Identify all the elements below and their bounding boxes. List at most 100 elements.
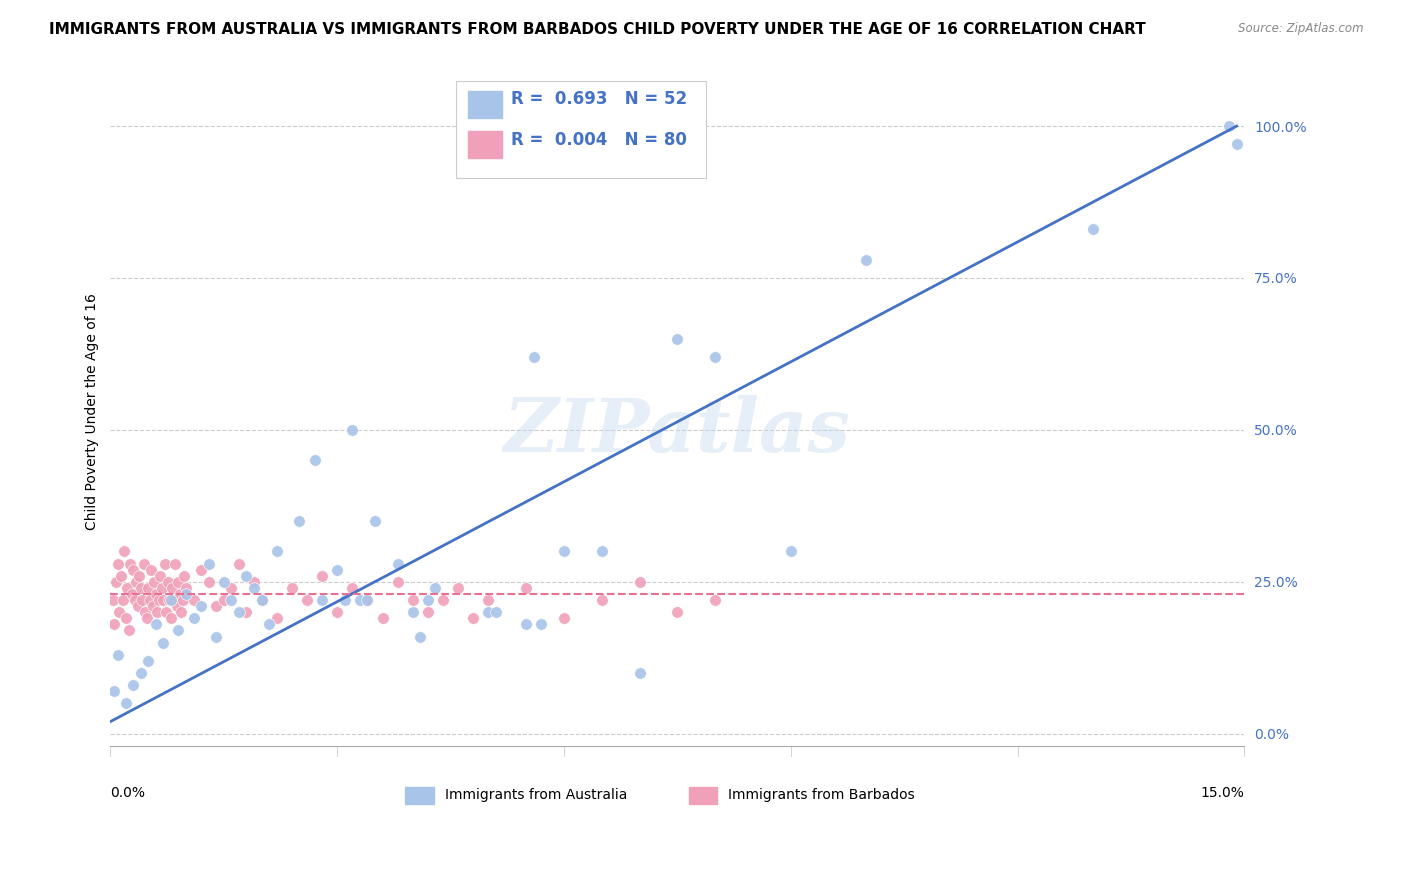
- Point: [153, 557, 176, 571]
- Point: [356, 593, 378, 607]
- Point: [108, 605, 131, 619]
- Text: 0.0%: 0.0%: [111, 786, 145, 800]
- Point: [477, 593, 499, 607]
- Point: [167, 624, 190, 638]
- Point: [129, 665, 152, 680]
- Point: [152, 593, 174, 607]
- Point: [463, 611, 485, 625]
- Point: [114, 697, 136, 711]
- FancyBboxPatch shape: [468, 91, 502, 118]
- Point: [129, 581, 152, 595]
- FancyBboxPatch shape: [689, 788, 717, 804]
- Point: [135, 611, 157, 625]
- Text: 15.0%: 15.0%: [1201, 786, 1244, 800]
- Point: [183, 611, 205, 625]
- Point: [257, 617, 280, 632]
- Point: [387, 557, 409, 571]
- Point: [416, 605, 439, 619]
- Point: [281, 581, 304, 595]
- Point: [364, 514, 387, 528]
- Point: [107, 557, 129, 571]
- Point: [205, 599, 228, 614]
- Point: [342, 423, 364, 437]
- Point: [145, 587, 167, 601]
- Point: [628, 665, 651, 680]
- Text: R =  0.693   N = 52: R = 0.693 N = 52: [510, 90, 686, 109]
- Text: Immigrants from Australia: Immigrants from Australia: [444, 788, 627, 802]
- Point: [416, 593, 439, 607]
- Point: [250, 593, 273, 607]
- Point: [128, 568, 150, 582]
- Point: [101, 593, 124, 607]
- Point: [174, 587, 197, 601]
- Text: IMMIGRANTS FROM AUSTRALIA VS IMMIGRANTS FROM BARBADOS CHILD POVERTY UNDER THE AG: IMMIGRANTS FROM AUSTRALIA VS IMMIGRANTS …: [49, 22, 1146, 37]
- Point: [205, 630, 228, 644]
- Point: [120, 557, 142, 571]
- Point: [111, 593, 134, 607]
- Point: [425, 581, 447, 595]
- Point: [221, 581, 243, 595]
- Point: [141, 563, 163, 577]
- Point: [127, 599, 149, 614]
- Point: [156, 574, 179, 589]
- Point: [103, 684, 125, 698]
- Point: [295, 593, 318, 607]
- Point: [142, 599, 165, 614]
- Point: [190, 599, 212, 614]
- Point: [228, 557, 250, 571]
- Point: [1218, 119, 1240, 133]
- Point: [704, 593, 727, 607]
- Point: [228, 605, 250, 619]
- Point: [160, 593, 183, 607]
- Point: [288, 514, 311, 528]
- Point: [165, 557, 187, 571]
- FancyBboxPatch shape: [405, 788, 433, 804]
- Point: [148, 593, 170, 607]
- Point: [304, 453, 326, 467]
- Point: [173, 568, 195, 582]
- Text: Source: ZipAtlas.com: Source: ZipAtlas.com: [1239, 22, 1364, 36]
- Point: [402, 593, 425, 607]
- Point: [143, 574, 166, 589]
- Point: [124, 593, 146, 607]
- Point: [1081, 222, 1104, 236]
- Point: [174, 581, 197, 595]
- Point: [235, 568, 257, 582]
- Point: [152, 635, 174, 649]
- Point: [117, 624, 139, 638]
- Point: [1226, 137, 1249, 152]
- Point: [477, 605, 499, 619]
- Point: [243, 574, 266, 589]
- Point: [163, 593, 186, 607]
- Point: [146, 605, 169, 619]
- Point: [402, 605, 425, 619]
- Point: [114, 611, 136, 625]
- Point: [136, 654, 159, 668]
- Point: [115, 581, 138, 595]
- Point: [157, 593, 180, 607]
- Point: [190, 563, 212, 577]
- Point: [125, 574, 148, 589]
- Point: [138, 593, 160, 607]
- Point: [523, 350, 546, 364]
- Point: [172, 593, 194, 607]
- Point: [387, 574, 409, 589]
- Point: [212, 593, 235, 607]
- Y-axis label: Child Poverty Under the Age of 16: Child Poverty Under the Age of 16: [86, 293, 100, 530]
- Point: [530, 617, 553, 632]
- Point: [112, 544, 135, 558]
- Point: [333, 593, 356, 607]
- Text: ZIPatlas: ZIPatlas: [503, 395, 851, 468]
- Point: [197, 574, 219, 589]
- Point: [145, 617, 167, 632]
- Point: [134, 605, 156, 619]
- Point: [162, 581, 184, 595]
- Point: [349, 593, 371, 607]
- FancyBboxPatch shape: [456, 81, 706, 178]
- Point: [197, 557, 219, 571]
- Point: [704, 350, 727, 364]
- Point: [666, 605, 689, 619]
- Point: [266, 544, 288, 558]
- Point: [311, 593, 333, 607]
- Point: [485, 605, 508, 619]
